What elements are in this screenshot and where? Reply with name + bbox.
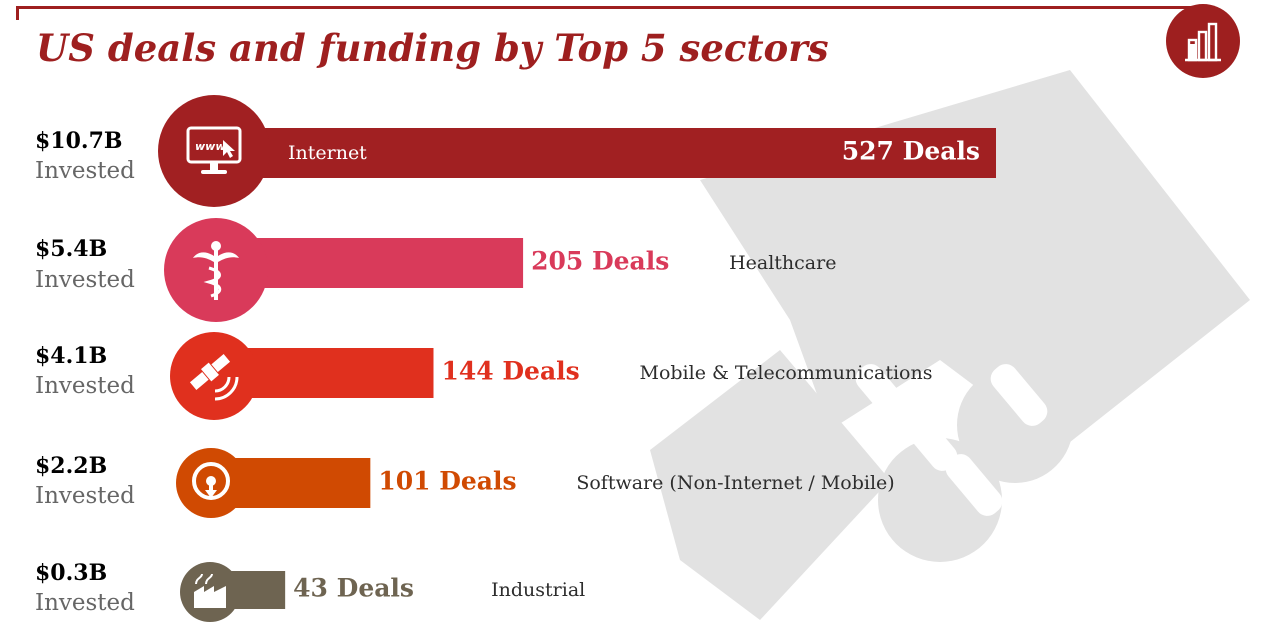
svg-text:www: www <box>195 140 226 153</box>
deal-label-internet: 527 Deals <box>842 137 980 166</box>
deal-label-industrial: 43 Deals <box>293 574 414 603</box>
invested-label: Invested <box>35 483 135 509</box>
amount-label-software: $2.2B <box>35 453 108 479</box>
bar-healthcare <box>244 238 524 288</box>
deal-label-software: 101 Deals <box>378 467 516 496</box>
bar-internet <box>236 128 996 178</box>
amount-label-mobile: $4.1B <box>35 343 108 369</box>
sector-label-software: Software (Non-Internet / Mobile) <box>576 472 894 494</box>
amount-label-industrial: $0.3B <box>35 560 108 586</box>
deal-label-mobile: 144 Deals <box>441 357 579 386</box>
frame-top-rule <box>16 6 1196 9</box>
amount-label-healthcare: $5.4B <box>35 236 108 262</box>
sector-label-mobile: Mobile & Telecommunications <box>639 362 932 384</box>
invested-label: Invested <box>35 267 135 293</box>
sector-label-industrial: Industrial <box>491 579 585 601</box>
bar-software <box>226 458 371 508</box>
factory-icon <box>180 562 240 622</box>
frame-left-rule <box>16 6 19 20</box>
satellite-icon <box>170 332 258 420</box>
amount-label-internet: $10.7B <box>35 128 123 154</box>
invested-label: Invested <box>35 590 135 616</box>
bar-mobile <box>236 348 434 398</box>
deal-label-healthcare: 205 Deals <box>531 247 669 276</box>
sector-label-internet: Internet <box>288 142 367 164</box>
caduceus-icon <box>164 218 268 322</box>
invested-label: Invested <box>35 373 135 399</box>
disc-download-icon <box>176 448 246 518</box>
invested-label: Invested <box>35 158 135 184</box>
sector-label-healthcare: Healthcare <box>729 252 836 274</box>
factory-chart-icon <box>1166 4 1240 78</box>
monitor-www-icon: www <box>158 95 270 207</box>
page-title: US deals and funding by Top 5 sectors <box>36 26 829 70</box>
